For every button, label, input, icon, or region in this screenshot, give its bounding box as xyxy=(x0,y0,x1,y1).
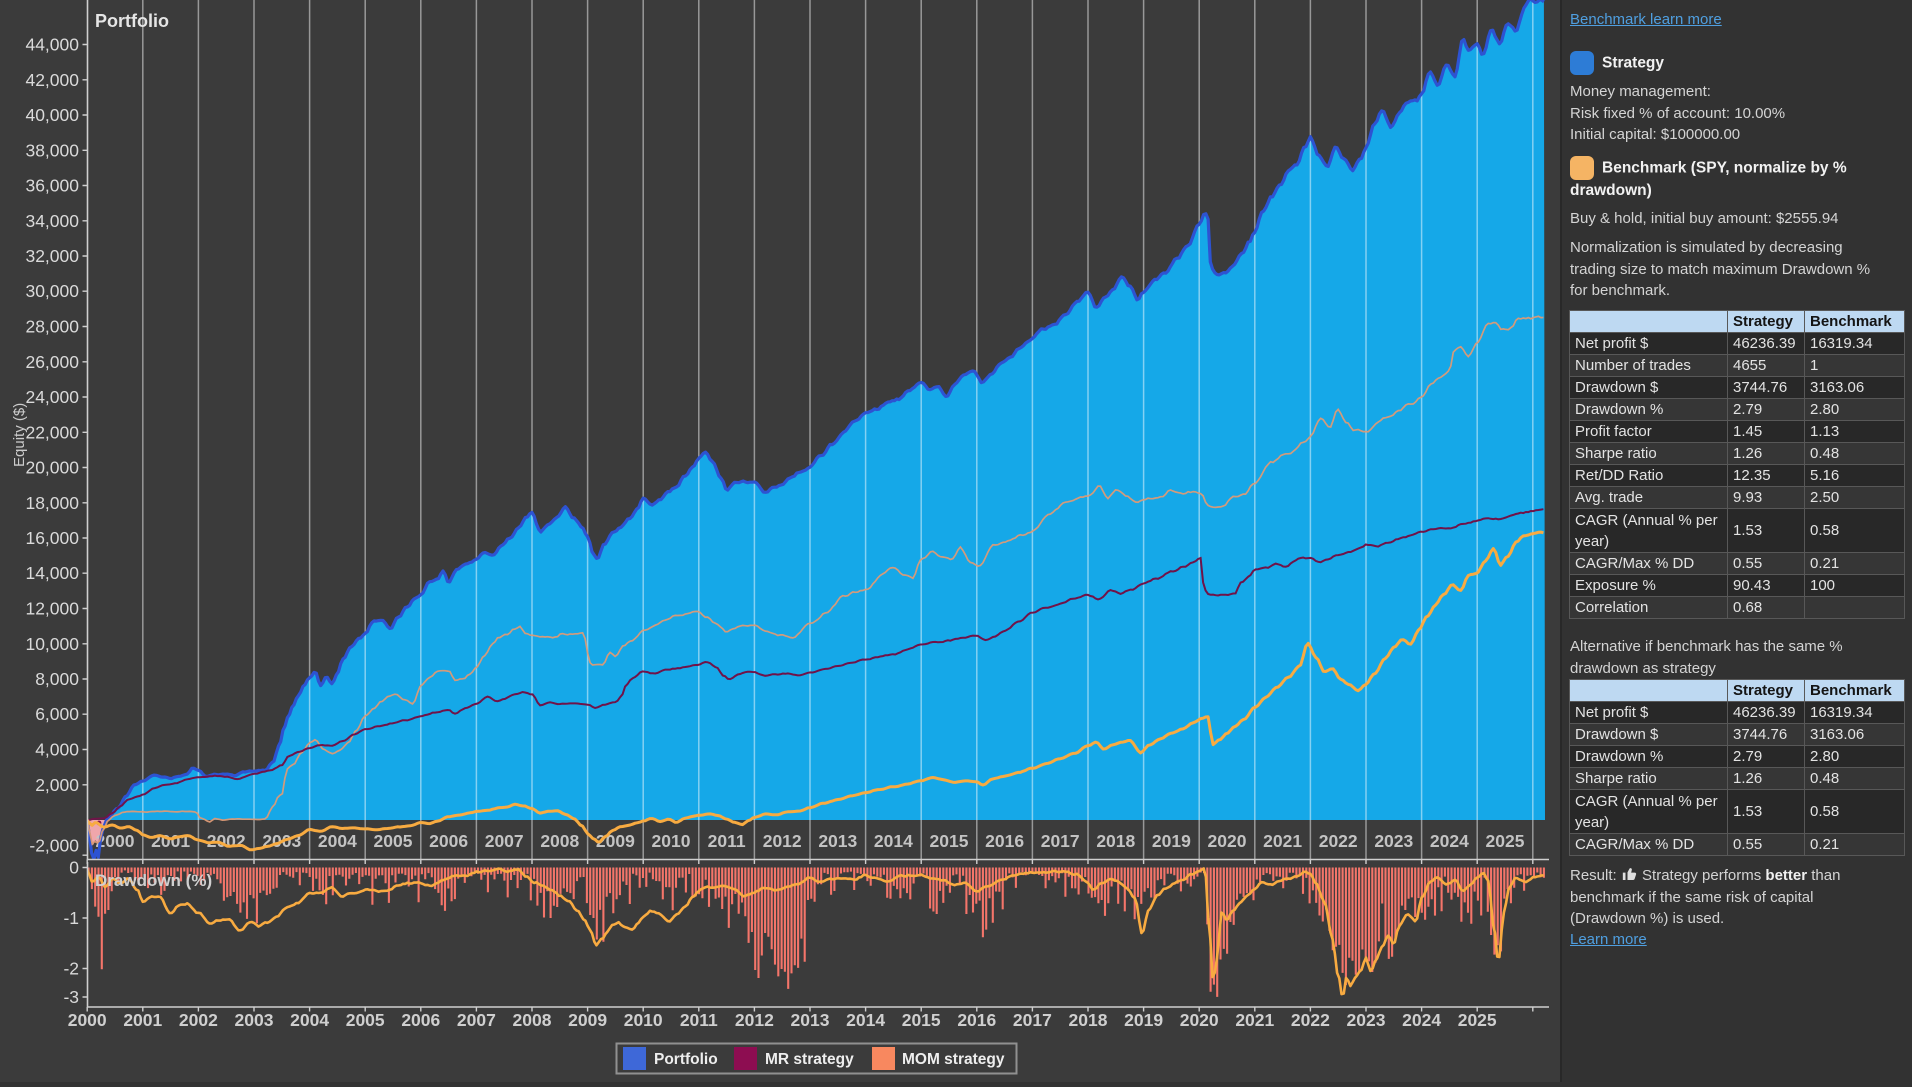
svg-text:26,000: 26,000 xyxy=(25,352,79,372)
svg-text:2024: 2024 xyxy=(1402,1010,1441,1030)
svg-text:2012: 2012 xyxy=(763,831,802,851)
svg-text:2021: 2021 xyxy=(1235,1010,1274,1030)
svg-text:2020: 2020 xyxy=(1208,831,1247,851)
svg-text:2007: 2007 xyxy=(457,1010,496,1030)
svg-text:2017: 2017 xyxy=(1041,831,1080,851)
svg-text:2011: 2011 xyxy=(680,1010,718,1030)
svg-text:2014: 2014 xyxy=(874,831,913,851)
svg-text:34,000: 34,000 xyxy=(25,211,79,231)
svg-text:2009: 2009 xyxy=(568,1010,607,1030)
svg-text:2008: 2008 xyxy=(513,1010,552,1030)
svg-text:2010: 2010 xyxy=(652,831,691,851)
svg-text:2001: 2001 xyxy=(123,1010,162,1030)
svg-text:2023: 2023 xyxy=(1374,831,1413,851)
svg-text:-2,000: -2,000 xyxy=(29,836,79,856)
svg-text:Portfolio: Portfolio xyxy=(95,11,169,31)
svg-text:28,000: 28,000 xyxy=(25,317,79,337)
svg-text:2019: 2019 xyxy=(1124,1010,1163,1030)
svg-text:2016: 2016 xyxy=(957,1010,996,1030)
svg-text:-1: -1 xyxy=(63,908,79,928)
svg-text:2006: 2006 xyxy=(401,1010,440,1030)
svg-text:22,000: 22,000 xyxy=(25,422,79,442)
svg-text:30,000: 30,000 xyxy=(25,281,79,301)
svg-text:2017: 2017 xyxy=(1013,1010,1052,1030)
svg-text:38,000: 38,000 xyxy=(25,140,79,160)
svg-text:2015: 2015 xyxy=(930,831,969,851)
svg-text:2000: 2000 xyxy=(96,831,135,851)
svg-text:2020: 2020 xyxy=(1180,1010,1219,1030)
svg-text:2005: 2005 xyxy=(374,831,413,851)
svg-text:Portfolio: Portfolio xyxy=(654,1051,718,1068)
svg-text:2001: 2001 xyxy=(151,831,190,851)
svg-text:14,000: 14,000 xyxy=(25,563,79,583)
svg-text:2006: 2006 xyxy=(429,831,468,851)
svg-text:2024: 2024 xyxy=(1430,831,1469,851)
svg-text:8,000: 8,000 xyxy=(35,669,79,689)
svg-text:2007: 2007 xyxy=(485,831,524,851)
svg-text:2008: 2008 xyxy=(540,831,579,851)
svg-text:0: 0 xyxy=(69,858,79,878)
svg-text:4,000: 4,000 xyxy=(35,740,79,760)
svg-text:2025: 2025 xyxy=(1486,831,1525,851)
svg-text:2015: 2015 xyxy=(902,1010,941,1030)
svg-text:2,000: 2,000 xyxy=(35,775,79,795)
svg-text:2013: 2013 xyxy=(818,831,857,851)
svg-text:-2: -2 xyxy=(63,959,79,979)
svg-text:32,000: 32,000 xyxy=(25,246,79,266)
svg-text:2000: 2000 xyxy=(68,1010,107,1030)
svg-text:MR strategy: MR strategy xyxy=(765,1051,854,1068)
svg-text:2004: 2004 xyxy=(290,1010,329,1030)
svg-text:10,000: 10,000 xyxy=(25,634,79,654)
svg-text:24,000: 24,000 xyxy=(25,387,79,407)
svg-text:2010: 2010 xyxy=(624,1010,663,1030)
svg-text:2013: 2013 xyxy=(791,1010,830,1030)
svg-text:-3: -3 xyxy=(63,987,79,1007)
svg-text:40,000: 40,000 xyxy=(25,105,79,125)
svg-text:2021: 2021 xyxy=(1263,831,1302,851)
svg-text:16,000: 16,000 xyxy=(25,528,79,548)
svg-text:6,000: 6,000 xyxy=(35,704,79,724)
svg-text:2022: 2022 xyxy=(1319,831,1358,851)
svg-text:2018: 2018 xyxy=(1096,831,1135,851)
svg-text:2002: 2002 xyxy=(179,1010,218,1030)
svg-text:2022: 2022 xyxy=(1291,1010,1330,1030)
svg-text:2012: 2012 xyxy=(735,1010,774,1030)
svg-text:12,000: 12,000 xyxy=(25,599,79,619)
svg-text:2005: 2005 xyxy=(346,1010,385,1030)
svg-text:42,000: 42,000 xyxy=(25,70,79,90)
svg-text:MOM strategy: MOM strategy xyxy=(902,1051,1005,1068)
svg-text:2018: 2018 xyxy=(1069,1010,1108,1030)
svg-text:Equity ($): Equity ($) xyxy=(11,403,28,467)
svg-text:18,000: 18,000 xyxy=(25,493,79,513)
svg-text:2019: 2019 xyxy=(1152,831,1191,851)
svg-text:2011: 2011 xyxy=(708,831,746,851)
svg-text:2004: 2004 xyxy=(318,831,357,851)
svg-text:44,000: 44,000 xyxy=(25,35,79,55)
svg-text:Drawdown (%): Drawdown (%) xyxy=(95,871,212,890)
svg-text:2023: 2023 xyxy=(1347,1010,1386,1030)
svg-text:2014: 2014 xyxy=(846,1010,885,1030)
svg-text:36,000: 36,000 xyxy=(25,176,79,196)
svg-text:20,000: 20,000 xyxy=(25,458,79,478)
svg-text:2016: 2016 xyxy=(985,831,1024,851)
svg-text:2025: 2025 xyxy=(1458,1010,1497,1030)
svg-text:2003: 2003 xyxy=(235,1010,274,1030)
